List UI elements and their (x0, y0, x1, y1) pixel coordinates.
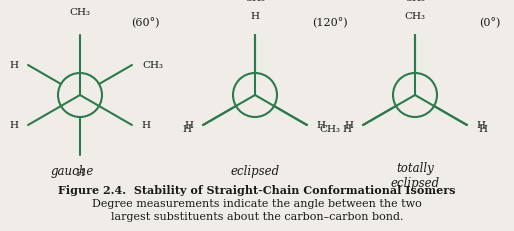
Text: H: H (9, 61, 18, 70)
Text: (0°): (0°) (480, 18, 501, 29)
Text: H: H (142, 121, 151, 130)
Text: H: H (342, 125, 351, 134)
Text: CH₃: CH₃ (319, 125, 340, 134)
Text: CH₃: CH₃ (69, 8, 90, 17)
Text: H: H (317, 121, 326, 130)
Text: H: H (9, 121, 18, 130)
Text: H: H (250, 12, 260, 21)
Text: gauche: gauche (50, 165, 94, 178)
Text: H: H (76, 169, 84, 178)
Text: largest substituents about the carbon–carbon bond.: largest substituents about the carbon–ca… (111, 212, 403, 222)
Text: H: H (184, 121, 193, 130)
Text: H: H (479, 125, 488, 134)
Text: (60°): (60°) (131, 18, 159, 29)
Text: CH₃: CH₃ (142, 61, 163, 70)
Text: (120°): (120°) (312, 18, 348, 29)
Text: Figure 2.4.  Stability of Straight-Chain Conformational Isomers: Figure 2.4. Stability of Straight-Chain … (58, 185, 456, 196)
Text: CH₃: CH₃ (405, 0, 426, 3)
Text: CH₃: CH₃ (405, 12, 426, 21)
Text: H: H (344, 121, 353, 130)
Text: eclipsed: eclipsed (230, 165, 280, 178)
Text: H: H (182, 125, 191, 134)
Text: H: H (477, 121, 486, 130)
Text: totally
eclipsed: totally eclipsed (391, 162, 439, 190)
Text: CH₃: CH₃ (245, 0, 266, 3)
Text: Degree measurements indicate the angle between the two: Degree measurements indicate the angle b… (92, 199, 422, 209)
